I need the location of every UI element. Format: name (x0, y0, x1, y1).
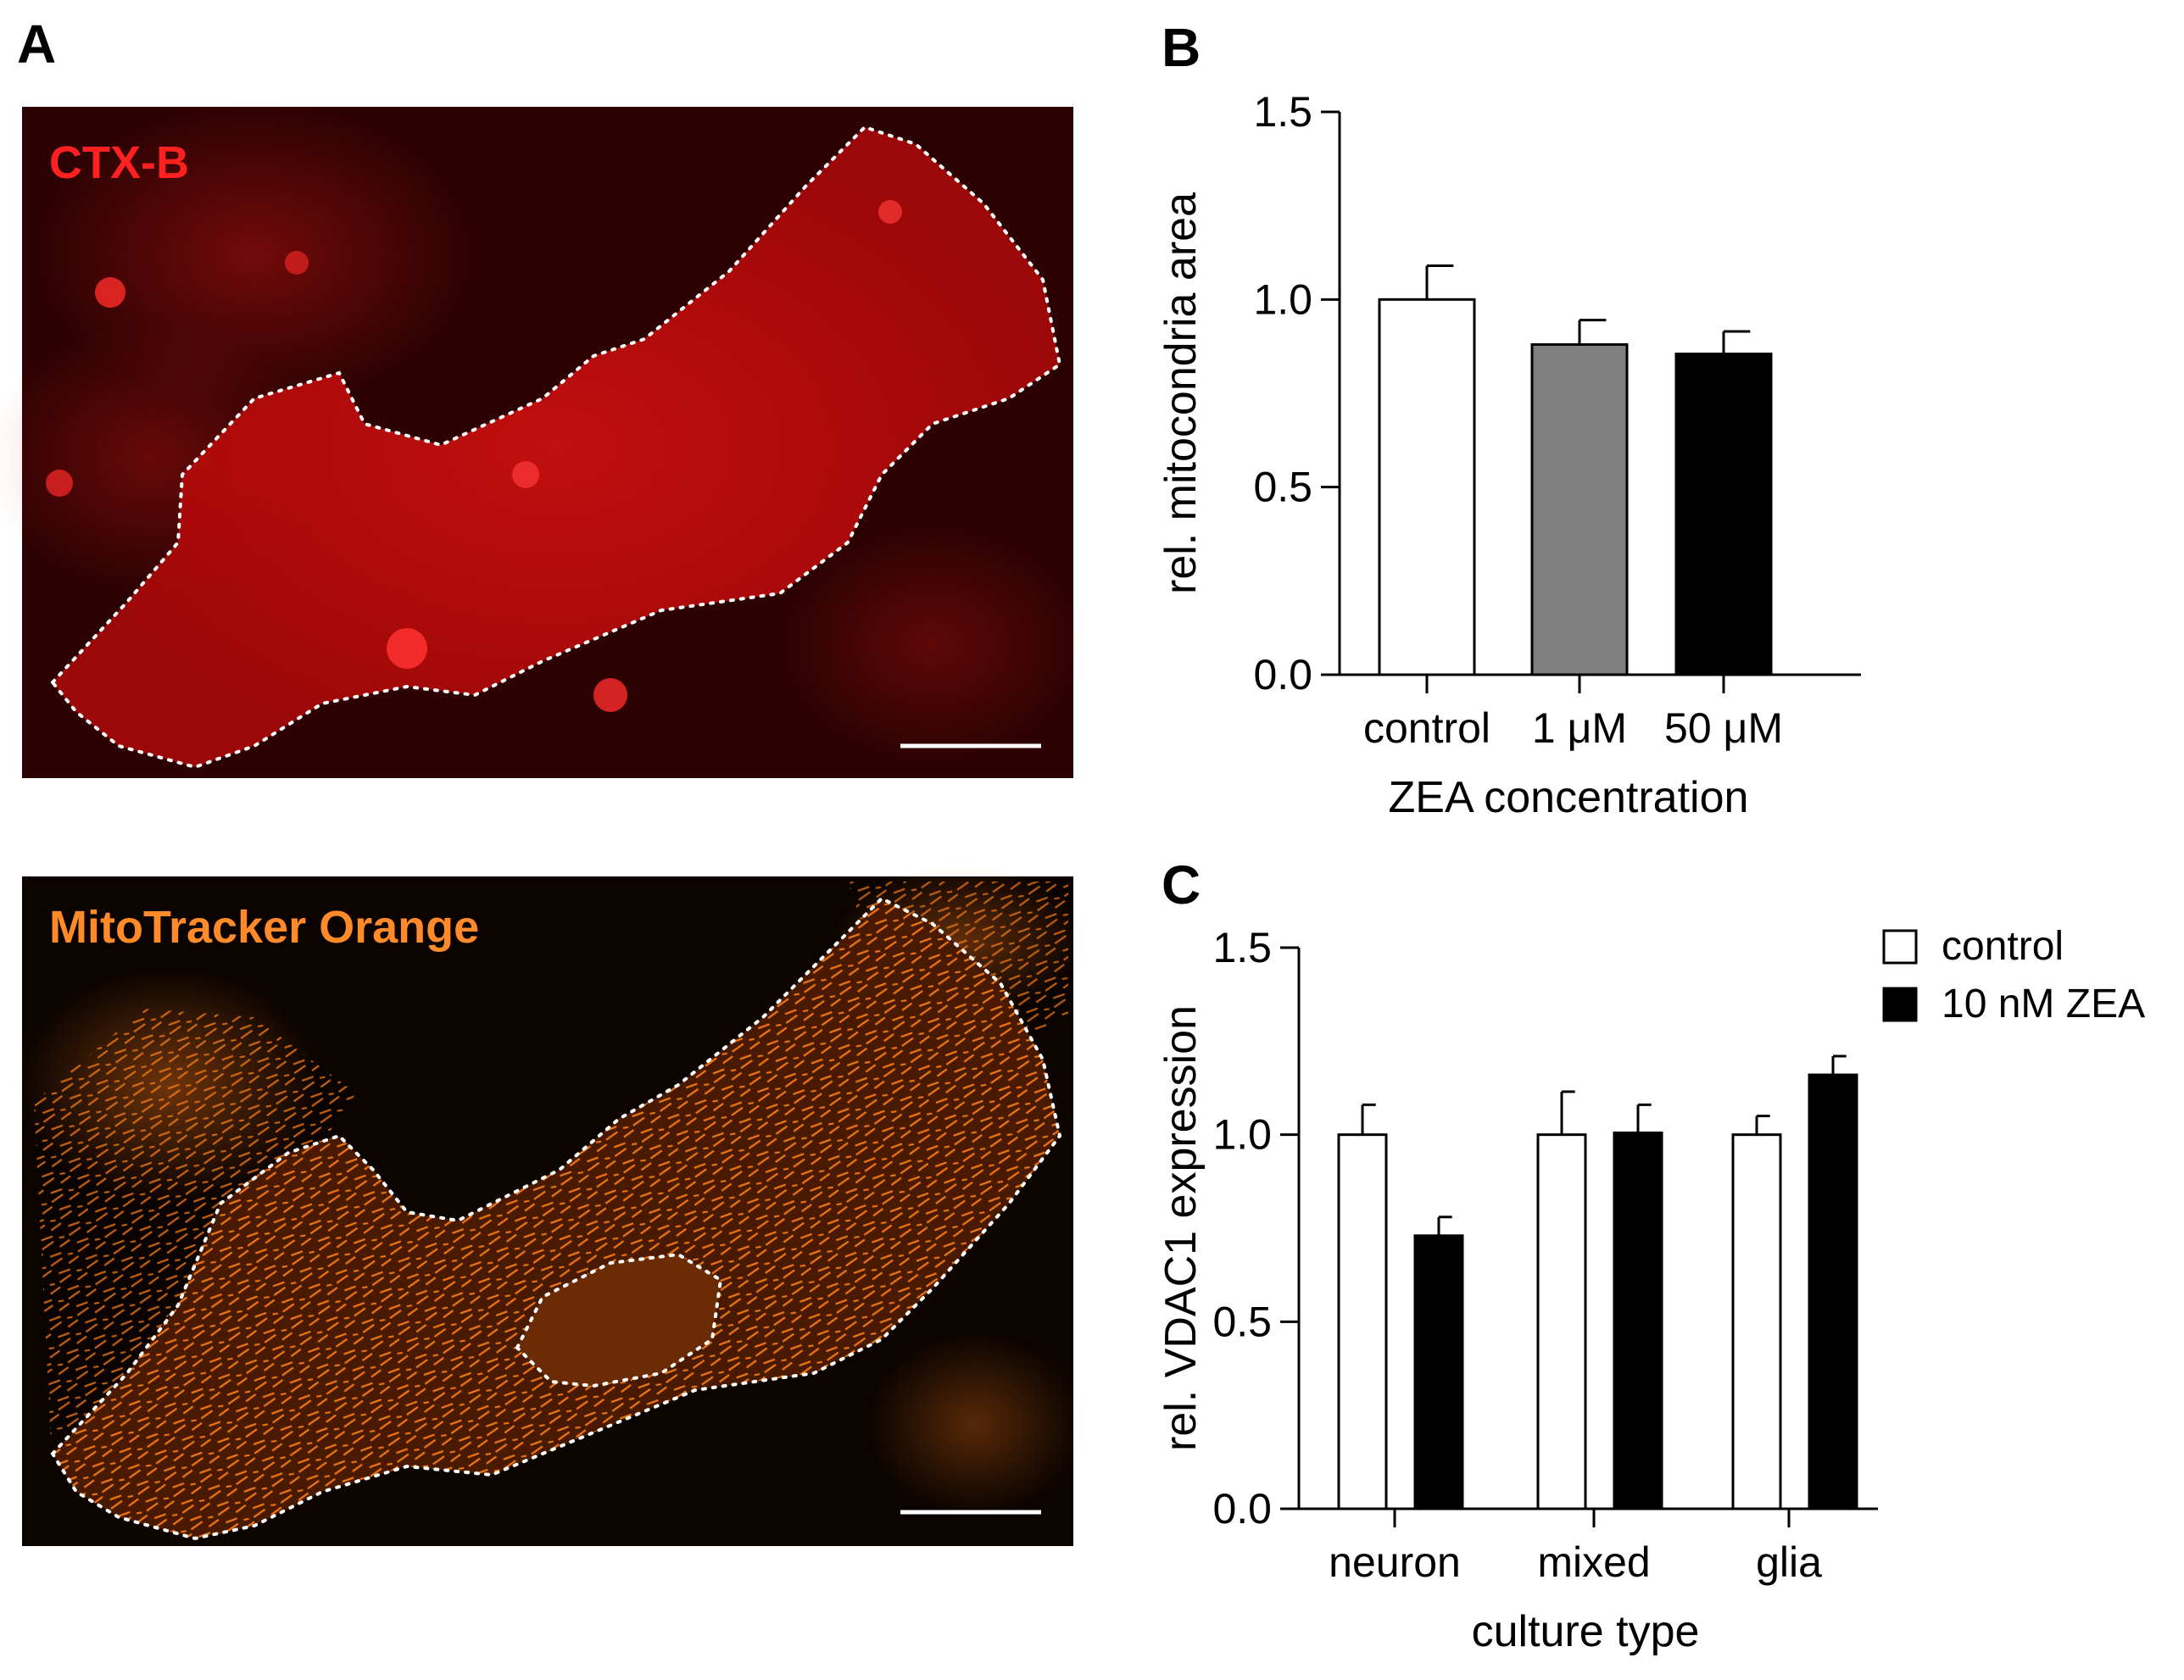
bar (1731, 1133, 1782, 1510)
x-tick-label: 1 μM (1532, 704, 1627, 752)
mitotracker-micrograph (17, 865, 1085, 1546)
panel-letter-b: B (1162, 17, 1201, 78)
mito-cell-outline (50, 896, 1062, 1541)
x-tick-label: control (1363, 704, 1490, 752)
panel-letter-c: C (1162, 854, 1201, 915)
legend-label: 10 nM ZEA (1942, 982, 2145, 1026)
y-tick-label: 0.5 (1253, 464, 1312, 511)
ctxb-label: CTX-B (49, 137, 189, 188)
bar (1808, 1073, 1858, 1510)
y-tick-label: 1.0 (1253, 275, 1312, 323)
y-axis-title: rel. VDAC1 expression (1156, 1005, 1206, 1451)
bar (1536, 1133, 1587, 1510)
y-axis-title: rel. mitocondria area (1156, 192, 1206, 594)
mitotracker-label: MitoTracker Orange (49, 902, 479, 953)
bar (1613, 1131, 1663, 1510)
y-tick-label: 1.5 (1253, 88, 1312, 136)
bar (1378, 298, 1476, 676)
chart-b: B 0.0 0.5 1.0 1.5 rel. mitocondria area contro… (1156, 17, 1861, 822)
x-axis-title: culture type (1472, 1607, 1700, 1656)
legend-swatch (1882, 929, 1918, 965)
y-tick-label: 1.0 (1212, 1111, 1272, 1159)
ctxb-micrograph (0, 102, 1085, 778)
y-tick-label: 0.5 (1212, 1298, 1272, 1345)
y-tick-label: 1.5 (1212, 924, 1272, 971)
legend-label: control (1942, 924, 2064, 969)
bar (1674, 353, 1773, 676)
x-axis-title: ZEA concentration (1389, 773, 1749, 822)
y-tick-label: 0.0 (1253, 651, 1312, 698)
mito-nucleus (517, 1254, 721, 1386)
mito-nucleus-outline (515, 1252, 723, 1388)
bar (1337, 1133, 1388, 1510)
y-tick-label: 0.0 (1212, 1485, 1272, 1533)
ctxb-cell-outline (50, 125, 1062, 770)
bar (1530, 342, 1629, 676)
x-tick-label: glia (1756, 1538, 1822, 1586)
legend-swatch (1882, 987, 1918, 1022)
panel-letter-a: A (17, 14, 56, 75)
x-tick-label: 50 μM (1664, 704, 1783, 752)
x-tick-label: neuron (1329, 1538, 1461, 1586)
bar (1413, 1234, 1464, 1510)
x-tick-label: mixed (1537, 1538, 1650, 1586)
